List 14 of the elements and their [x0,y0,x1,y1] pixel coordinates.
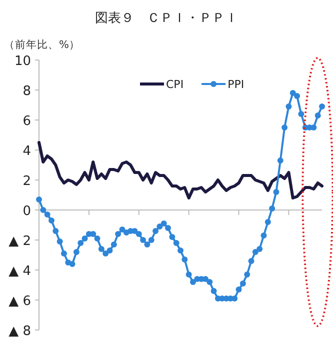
chart-title: 図表９ ＣＰＩ・ＰＰＩ [95,11,238,26]
y-tick-label: 4 [22,144,31,159]
y-tick-label: 8 [22,84,31,99]
y-tick-label: 0 [22,204,31,219]
y-axis-title: （前年比、%） [4,38,80,51]
y-tick-label: ▲ 4 [8,264,31,279]
y-tick-label: ▲ 6 [8,294,31,309]
legend-label: CPI [166,78,184,91]
y-tick-label: ▲ 8 [8,324,31,339]
y-tick-label: 6 [22,114,31,129]
y-tick-label: 10 [14,54,31,69]
y-tick-label: 2 [22,174,31,189]
y-tick-label: ▲ 2 [8,234,31,249]
legend-label: PPI [228,78,244,91]
